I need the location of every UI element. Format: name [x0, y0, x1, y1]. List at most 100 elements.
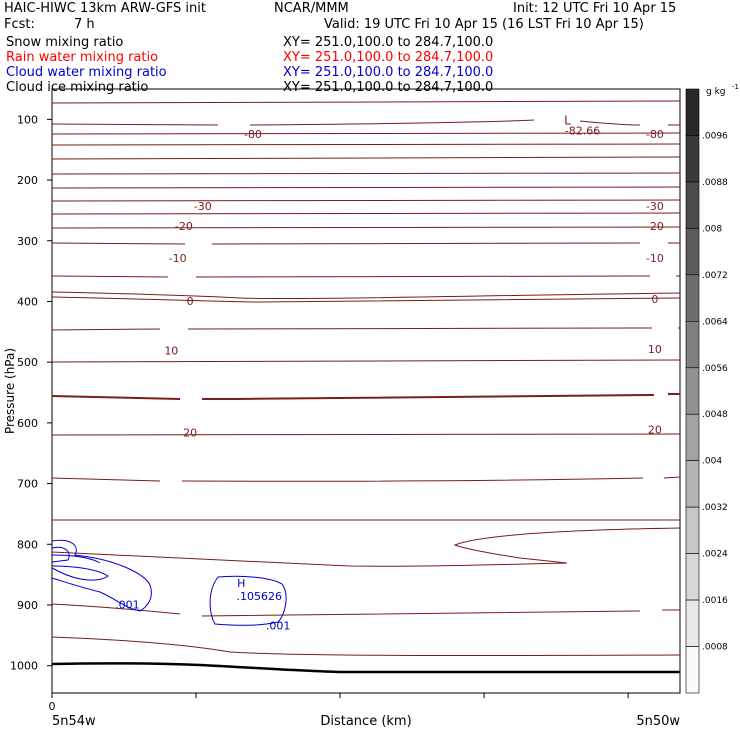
y-tick-label: 900: [17, 599, 38, 612]
colorbar-tick-label: .0072: [702, 271, 728, 281]
y-axis: 100 200 300 400 500 600 700 800 900 1000: [10, 113, 52, 673]
colorbar-swatch: [685, 228, 700, 276]
valid-time: Valid: 19 UTC Fri 10 Apr 15 (16 LST Fri …: [324, 17, 644, 32]
x-axis-title: Distance (km): [320, 714, 411, 729]
isotherm: [51, 172, 681, 175]
cloud-water-max-symbol: H: [237, 577, 245, 590]
y-tick-label: 800: [17, 538, 38, 551]
colorbar-swatch: [685, 367, 700, 415]
field-name-cloud-ice: Cloud ice mixing ratio: [6, 80, 149, 95]
field-xy-cloud-water: XY= 251.0,100.0 to 284.7,100.0: [283, 65, 494, 80]
cloud-water-contours: [51, 539, 287, 626]
isotherm: [51, 212, 681, 215]
colorbar-swatch: [685, 599, 700, 647]
model-title: HAIC-HIWC 13km ARW-GFS init: [4, 1, 206, 16]
colorbar-swatch: [685, 135, 700, 183]
cloud-water-contour: [51, 546, 70, 563]
y-tick-label: 100: [17, 113, 38, 126]
colorbar-tick-label: .0064: [702, 317, 728, 327]
isotherm: [51, 636, 681, 657]
colorbar-swatch: [685, 553, 700, 601]
field-name-rain: Rain water mixing ratio: [6, 50, 159, 65]
colorbar-tick-label: .0088: [702, 178, 728, 188]
isotherm: [51, 296, 681, 303]
isotherm-label: 10: [648, 343, 662, 356]
isotherm-label: -10: [169, 252, 187, 265]
isotherm: [51, 291, 681, 300]
init-time: Init: 12 UTC Fri 10 Apr 15: [513, 1, 677, 16]
cloud-water-contour: [51, 554, 101, 564]
y-tick-label: 1000: [10, 660, 38, 673]
isotherm: [51, 226, 681, 229]
cloud-water-label: .001: [266, 619, 291, 632]
cloud-water-contour: [51, 565, 109, 581]
isotherm-label: 0: [651, 293, 658, 306]
isotherm-label: -20: [175, 220, 193, 233]
colorbar-tick-label: .0032: [702, 503, 728, 513]
colorbar-swatch: [685, 88, 700, 136]
y-tick-label: 300: [17, 235, 38, 248]
y-tick-label: 400: [17, 295, 38, 308]
min-marker-value: -82.66: [565, 124, 600, 137]
isotherms: [51, 100, 681, 657]
x-zero-label: 0: [49, 700, 56, 713]
isotherm: [51, 199, 681, 202]
isotherm-label: 0: [187, 295, 194, 308]
colorbar-unit-exponent: -1: [732, 83, 739, 91]
colorbar-swatch: [685, 181, 700, 229]
field-xy-cloud-ice: XY= 251.0,100.0 to 284.7,100.0: [283, 80, 494, 95]
isotherm: [51, 433, 681, 436]
isotherm: [51, 519, 681, 522]
x-end-label: 5n50w: [636, 714, 680, 729]
colorbar: .0096 .0088 .008 .0072 .0064 .0056 .0048 .004 .0…: [685, 88, 728, 694]
colorbar-swatch: [685, 321, 700, 369]
isotherm-minus-20: [51, 275, 680, 278]
isotherm: [51, 527, 681, 567]
isotherm-zero: [51, 393, 680, 400]
isotherm-label: -30: [646, 200, 664, 213]
isotherm-minus-80: [51, 119, 680, 126]
isotherm-minus-10: [51, 327, 680, 331]
plot-frame: [51, 88, 681, 694]
colorbar-swatch: [685, 413, 700, 461]
isotherm-label: 10: [164, 345, 178, 358]
colorbar-swatch: [685, 274, 700, 322]
colorbar-tick-label: .0056: [702, 364, 728, 374]
isotherm-label: 20: [183, 427, 197, 440]
y-tick-label: 200: [17, 174, 38, 187]
isotherm-label: -10: [646, 252, 664, 265]
y-tick-label: 600: [17, 417, 38, 430]
isotherm-label: 20: [648, 424, 662, 437]
colorbar-tick-label: .0096: [702, 131, 728, 141]
colorbar-tick-label: .0008: [702, 643, 728, 653]
field-name-cloud-water: Cloud water mixing ratio: [6, 65, 167, 80]
isotherm: [51, 100, 681, 104]
cloud-water-contour: [209, 575, 287, 626]
isotherm: [51, 156, 681, 160]
field-xy-rain: XY= 251.0,100.0 to 284.7,100.0: [283, 50, 494, 65]
forecast-label: Fcst:: [4, 17, 35, 32]
forecast-hour: 7 h: [74, 17, 95, 32]
field-name-snow: Snow mixing ratio: [6, 35, 124, 50]
colorbar-tick-label: .008: [702, 224, 722, 234]
isotherm-label: -20: [646, 220, 664, 233]
institution-label: NCAR/MMM: [274, 1, 349, 16]
y-tick-label: 500: [17, 356, 38, 369]
colorbar-unit: g kg: [706, 87, 726, 97]
colorbar-tick-label: .004: [702, 457, 722, 467]
colorbar-tick-label: .0048: [702, 410, 728, 420]
cloud-water-contour: [51, 539, 152, 612]
colorbar-tick-label: .0016: [702, 596, 728, 606]
y-axis-title: Pressure (hPa): [3, 348, 17, 434]
colorbar-swatch: [685, 506, 700, 554]
isotherm: [51, 132, 681, 135]
cloud-water-label: .001: [115, 599, 140, 612]
cloud-water-labels: .001 .001: [115, 599, 290, 633]
surface-line: [51, 662, 680, 674]
isotherm: [51, 143, 681, 146]
isotherm-label: -80: [244, 128, 262, 141]
x-axis: [51, 693, 629, 698]
min-marker-symbol: L: [564, 113, 571, 127]
